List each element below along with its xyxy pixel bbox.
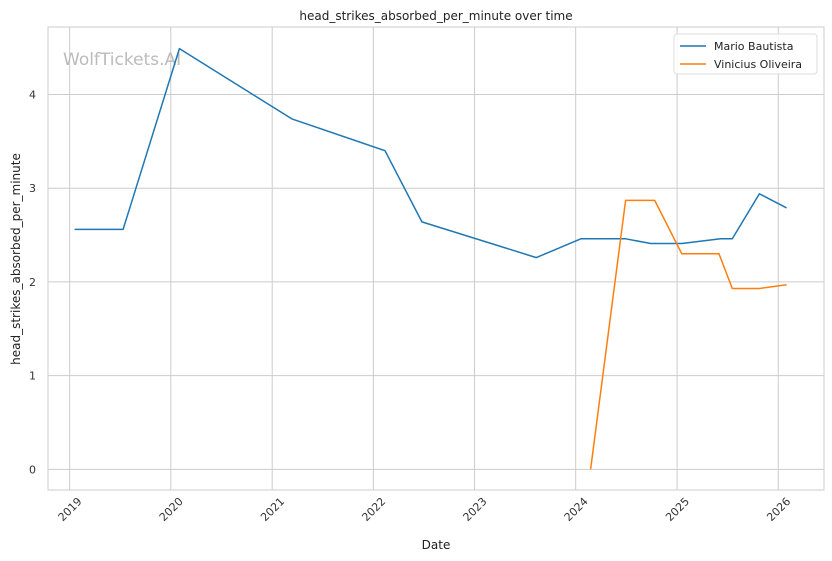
chart-title: head_strikes_absorbed_per_minute over ti…: [299, 9, 572, 23]
grid: [48, 27, 824, 490]
series-line-vinicius-oliveira: [589, 199, 787, 470]
y-tick-label: 3: [29, 182, 36, 195]
series-line-mario-bautista: [74, 47, 787, 259]
y-axis-title: head_strikes_absorbed_per_minute: [9, 153, 23, 365]
legend-label-vinicius-oliveira: Vinicius Oliveira: [714, 58, 802, 71]
y-tick-label: 4: [29, 88, 36, 101]
y-tick-labels: 0 1 2 3 4: [29, 88, 36, 476]
y-tick-label: 2: [29, 276, 36, 289]
x-axis-title: Date: [422, 538, 451, 552]
y-tick-label: 0: [29, 463, 36, 476]
y-tick-label: 1: [29, 370, 36, 383]
plot-frame: [47, 26, 825, 491]
series-lines: [74, 47, 787, 470]
legend-label-mario-bautista: Mario Bautista: [714, 40, 793, 53]
legend: Mario Bautista Vinicius Oliveira: [673, 33, 818, 75]
watermark: WolfTickets.AI: [63, 50, 181, 70]
legend-box: [673, 33, 818, 75]
